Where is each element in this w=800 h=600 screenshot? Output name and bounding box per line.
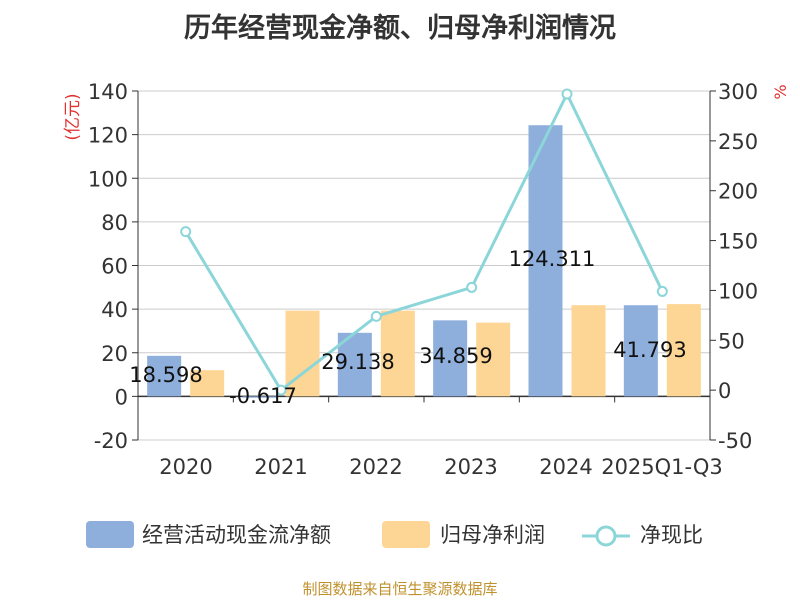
right-axis-unit-label: % xyxy=(771,84,790,99)
bar-value-label: 124.311 xyxy=(509,247,596,271)
left-axis-tick-label: -20 xyxy=(94,429,128,453)
left-axis-tick-label: 60 xyxy=(101,255,128,279)
bar-value-label: 18.598 xyxy=(129,363,202,387)
bar-net-profit xyxy=(666,304,701,397)
line-point xyxy=(466,281,478,293)
right-axis-tick-label: 250 xyxy=(718,130,758,154)
left-axis-tick-label: 140 xyxy=(88,80,128,104)
bar-marks xyxy=(147,125,701,398)
left-axis-unit-label: (亿元) xyxy=(63,93,83,140)
left-axis-tick-label: 80 xyxy=(101,211,128,235)
bar-net-profit xyxy=(571,305,606,397)
line-point xyxy=(370,310,382,322)
bar-value-label: -0.617 xyxy=(229,384,297,408)
legend-label-ratio: 净现比 xyxy=(640,523,703,547)
line-point xyxy=(180,226,192,238)
bar-net-profit xyxy=(190,370,225,397)
legend-swatch-profit xyxy=(382,521,430,548)
data-source: 制图数据来自恒生聚源数据库 xyxy=(302,580,498,598)
line-series xyxy=(180,88,668,396)
line-point xyxy=(656,285,668,297)
left-axis-tick-label: 120 xyxy=(88,124,128,148)
bar-value-label: 41.793 xyxy=(613,338,686,362)
right-axis-tick-label: 150 xyxy=(718,230,758,254)
legend-label-profit: 归母净利润 xyxy=(440,523,545,547)
right-axis-tick-label: -50 xyxy=(718,429,752,453)
legend-label-cashflow: 经营活动现金流净额 xyxy=(142,523,331,547)
bar-cashflow xyxy=(147,355,182,397)
legend: 经营活动现金流净额 归母净利润 净现比 xyxy=(86,521,703,548)
right-axis-tick-label: 300 xyxy=(718,80,758,104)
left-axis-tick-label: 0 xyxy=(115,385,128,409)
x-axis-category-label: 2022 xyxy=(349,455,402,479)
legend-swatch-cashflow xyxy=(86,521,134,548)
chart-title: 历年经营现金净额、归母净利润情况 xyxy=(184,13,616,44)
left-axis-tick-label: 40 xyxy=(101,298,128,322)
right-axis-tick-label: 100 xyxy=(718,279,758,303)
x-axis-category-label: 2021 xyxy=(254,455,307,479)
bar-value-label: 29.138 xyxy=(321,350,394,374)
bar-net-profit xyxy=(380,310,415,397)
left-axis-tick-label: 20 xyxy=(101,342,128,366)
axes: -20 0 20 40 60 80 100 120 140 -50 0 50 100 150 200 250 3… xyxy=(88,80,758,479)
right-axis-tick-label: 50 xyxy=(718,329,745,353)
x-axis-category-label: 2023 xyxy=(444,455,497,479)
bar-cashflow xyxy=(433,320,468,397)
x-axis-category-label: 2024 xyxy=(539,455,592,479)
bar-cashflow xyxy=(623,305,658,397)
bar-net-profit xyxy=(476,322,511,397)
line-point xyxy=(561,88,573,100)
right-axis-tick-label: 0 xyxy=(718,379,731,403)
line-point xyxy=(275,384,287,396)
x-axis-category-label: 2020 xyxy=(159,455,212,479)
data-labels: 18.598 -0.617 29.138 34.859 124.311 41.793 xyxy=(129,247,686,408)
x-axis-category-label: 2025Q1-Q3 xyxy=(601,455,723,479)
legend-marker-ratio xyxy=(595,525,617,547)
bar-value-label: 34.859 xyxy=(419,344,492,368)
right-axis-tick-label: 200 xyxy=(718,180,758,204)
bar-cashflow xyxy=(528,125,563,397)
left-axis-tick-label: 100 xyxy=(88,167,128,191)
bar-cashflow xyxy=(242,396,277,398)
line-ratio xyxy=(184,90,664,393)
